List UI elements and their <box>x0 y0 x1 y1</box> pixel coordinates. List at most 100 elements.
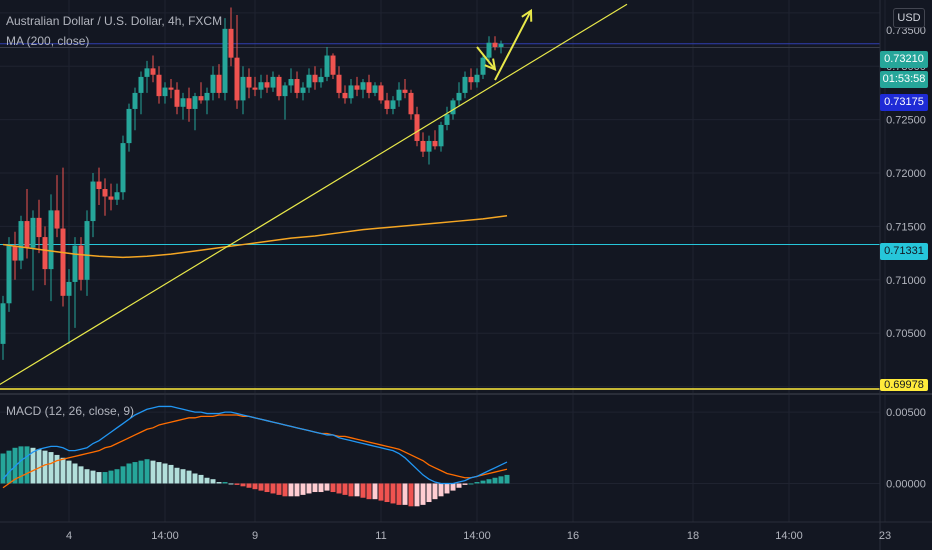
candle-body-50 <box>300 87 306 93</box>
candle-body-13 <box>78 245 84 280</box>
macd-hist-bar-68 <box>408 483 414 507</box>
symbol-title: Australian Dollar / U.S. Dollar, 4h, FXC… <box>6 14 223 28</box>
yellow-level-badge: 0.69978 <box>880 379 928 391</box>
candlestick-series <box>0 7 504 360</box>
macd-hist-bar-65 <box>390 483 396 504</box>
candle-body-12 <box>72 245 78 282</box>
macd-hist-bar-46 <box>276 483 282 495</box>
time-tick-1: 14:00 <box>151 530 179 542</box>
candle-body-78 <box>468 76 474 83</box>
macd-hist-bar-67 <box>402 483 408 505</box>
macd-hist-bar-61 <box>366 483 372 500</box>
candle-body-30 <box>180 98 186 107</box>
macd-hist-bar-9 <box>54 454 60 484</box>
candle-body-16 <box>96 181 102 190</box>
macd-hist-bar-18 <box>108 470 114 484</box>
macd-hist-bar-57 <box>342 483 348 495</box>
time-tick-3: 11 <box>375 530 386 542</box>
macd-hist-bar-79 <box>474 482 480 484</box>
macd-hist-bar-45 <box>270 483 276 494</box>
bar-countdown-badge: 01:53:58 <box>880 71 928 88</box>
macd-hist-bar-33 <box>198 474 204 484</box>
time-tick-7: 14:00 <box>775 530 803 542</box>
candle-body-0 <box>0 303 6 344</box>
candle-body-40 <box>240 76 246 101</box>
time-tick-5: 16 <box>567 530 579 542</box>
candle-body-49 <box>294 79 300 93</box>
candle-body-11 <box>66 281 72 296</box>
macd-hist-bar-14 <box>84 469 90 484</box>
candle-body-42 <box>252 87 258 90</box>
macd-hist-bar-48 <box>288 483 294 497</box>
candle-body-23 <box>138 76 144 93</box>
candle-body-59 <box>354 85 360 90</box>
candle-body-32 <box>192 96 198 109</box>
macd-hist-bar-24 <box>144 459 150 484</box>
macd-hist-bar-54 <box>324 483 330 491</box>
candle-body-27 <box>162 87 168 97</box>
candle-body-3 <box>18 221 24 261</box>
candle-body-73 <box>438 124 444 147</box>
candle-body-17 <box>102 189 108 197</box>
candle-body-68 <box>408 92 414 115</box>
macd-hist-bar-10 <box>60 457 66 484</box>
up-arrow-shaft <box>494 10 532 81</box>
candle-body-71 <box>426 140 432 152</box>
macd-hist-bar-28 <box>168 464 174 484</box>
current-price-badge: 0.73210 <box>880 51 928 68</box>
macd-hist-bar-1 <box>6 450 12 484</box>
price-tick-2: 0.72500 <box>886 115 926 127</box>
macd-hist-bar-0 <box>0 453 6 484</box>
candle-body-53 <box>318 76 324 83</box>
macd-hist-bar-53 <box>318 483 324 493</box>
candle-body-20 <box>120 143 126 193</box>
candle-body-47 <box>282 85 288 97</box>
macd-hist-bar-12 <box>72 463 78 484</box>
candle-body-26 <box>156 74 162 97</box>
candle-body-52 <box>312 74 318 83</box>
macd-hist-bar-44 <box>264 483 270 493</box>
candle-body-9 <box>54 210 60 229</box>
macd-hist-bar-47 <box>282 483 288 497</box>
macd-hist-bar-73 <box>438 483 444 497</box>
candle-body-22 <box>132 92 138 109</box>
macd-hist-bar-16 <box>96 472 102 484</box>
macd-hist-bar-72 <box>432 483 438 500</box>
macd-hist-bar-55 <box>330 483 336 493</box>
candle-body-51 <box>306 74 312 88</box>
candle-body-28 <box>168 87 174 90</box>
price-tick-3: 0.72000 <box>886 168 926 180</box>
macd-hist-bar-40 <box>240 483 246 487</box>
macd-hist-bar-83 <box>498 476 504 484</box>
macd-hist-bar-77 <box>462 483 468 485</box>
candle-body-4 <box>24 221 30 248</box>
candle-body-72 <box>432 140 438 147</box>
macd-hist-bar-4 <box>24 446 30 484</box>
candle-body-83 <box>498 43 504 47</box>
candle-body-15 <box>90 181 96 222</box>
macd-hist-bar-62 <box>372 483 378 500</box>
candle-body-46 <box>276 76 282 97</box>
candle-body-81 <box>486 42 492 58</box>
candle-body-39 <box>234 57 240 101</box>
macd-hist-bar-71 <box>426 483 432 503</box>
down-arrow-head <box>484 58 497 72</box>
candle-body-69 <box>414 114 420 141</box>
candle-body-36 <box>216 74 222 93</box>
macd-hist-bar-43 <box>258 483 264 491</box>
candle-body-19 <box>114 192 120 200</box>
macd-hist-bar-76 <box>456 483 462 488</box>
macd-hist-bar-50 <box>300 483 306 495</box>
currency-button[interactable]: USD <box>893 8 925 28</box>
macd-hist-bar-38 <box>228 483 234 485</box>
macd-hist-bar-21 <box>126 463 132 484</box>
macd-hist-bar-59 <box>354 483 360 497</box>
candle-body-31 <box>186 98 192 109</box>
candle-body-21 <box>126 108 132 144</box>
candle-body-10 <box>60 228 66 296</box>
macd-hist-bar-69 <box>414 483 420 507</box>
macd-hist-bar-5 <box>30 447 36 484</box>
trendline <box>0 3 628 386</box>
candle-body-76 <box>456 92 462 101</box>
